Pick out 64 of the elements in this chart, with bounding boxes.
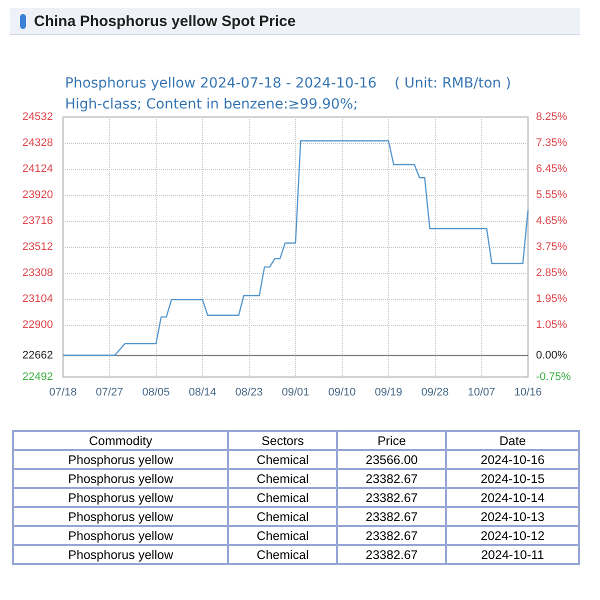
x-tick-label: 09/01 — [282, 386, 310, 398]
text: Chemical — [228, 526, 338, 545]
y2-tick-label: 1.05% — [536, 319, 568, 331]
text: Phosphorus yellow — [13, 469, 228, 488]
y2-tick-label: 0.00% — [536, 349, 568, 362]
y2-tick-label: 5.55% — [536, 189, 568, 201]
text: 2024-10-13 — [446, 507, 579, 526]
text: 23566.00 — [337, 450, 446, 469]
text: 23382.67 — [337, 488, 446, 507]
text: 2024-10-12 — [446, 526, 579, 545]
text: Chemical — [228, 450, 338, 469]
y-tick-label: 23512 — [22, 241, 53, 253]
text: 23382.67 — [337, 507, 446, 526]
y2-tick-label: 1.95% — [536, 293, 568, 305]
y-tick-label: 23920 — [22, 189, 53, 201]
x-tick-label: 08/23 — [235, 386, 263, 398]
text: Commodity — [13, 431, 228, 450]
chart-subtitle: Phosphorus yellow 2024-07-18 - 2024-10-16 ( Unit: RMB/ton ) High-class; Content in benzene:≥99.90%; — [65, 76, 512, 112]
x-tick-label: 09/19 — [374, 386, 402, 398]
y-tick-label: 24532 — [22, 111, 53, 123]
text: Phosphorus yellow — [13, 488, 228, 507]
text: 23382.67 — [337, 526, 446, 545]
text: Chemical — [228, 469, 338, 488]
y-tick-label: 22900 — [22, 319, 53, 331]
x-tick-label: 08/14 — [188, 386, 216, 398]
text: Chemical — [228, 488, 338, 507]
text: Date — [446, 431, 579, 450]
text: Sectors — [228, 431, 338, 450]
y-tick-label: 24328 — [22, 137, 53, 149]
text: Phosphorus yellow — [13, 545, 228, 564]
y-tick-label: 22662 — [22, 349, 53, 362]
text: 2024-10-15 — [446, 469, 579, 488]
line-series — [62, 140, 529, 356]
y-tick-label: 23308 — [22, 267, 53, 279]
x-tick-label: 10/16 — [514, 386, 542, 398]
x-tick-label: 09/10 — [328, 386, 356, 398]
text: Price — [337, 431, 446, 450]
x-tick-label: 07/27 — [96, 386, 124, 398]
y2-tick-label: 2.85% — [536, 267, 568, 279]
y-tick-label: 24124 — [22, 163, 53, 175]
x-tick-label: 10/07 — [468, 386, 496, 398]
text: 23382.67 — [337, 545, 446, 564]
x-tick-label: 08/05 — [142, 386, 170, 398]
y2-tick-label: -0.75% — [536, 371, 572, 383]
text: Chemical — [228, 545, 338, 564]
text: Chemical — [228, 507, 338, 526]
text: 2024-10-16 — [446, 450, 579, 469]
y2-tick-label: 4.65% — [536, 215, 568, 227]
text: 2024-10-14 — [446, 488, 579, 507]
y2-tick-label: 3.75% — [536, 241, 568, 253]
y2-tick-label: 8.25% — [536, 111, 568, 123]
x-tick-label: 07/18 — [49, 386, 77, 398]
y-tick-label: 22492 — [22, 371, 53, 383]
x-tick-label: 09/28 — [421, 386, 449, 398]
text: Phosphorus yellow — [13, 507, 228, 526]
text: Phosphorus yellow — [13, 450, 228, 469]
chart-title: China Phosphorus yellow Spot Price — [34, 12, 296, 30]
y2-tick-label: 6.45% — [536, 163, 568, 175]
text: Phosphorus yellow — [13, 526, 228, 545]
text: 2024-10-11 — [446, 545, 579, 564]
y-tick-label: 23104 — [22, 293, 53, 305]
y2-tick-label: 7.35% — [536, 137, 568, 149]
text: 23382.67 — [337, 469, 446, 488]
y-tick-label: 23716 — [22, 215, 53, 227]
